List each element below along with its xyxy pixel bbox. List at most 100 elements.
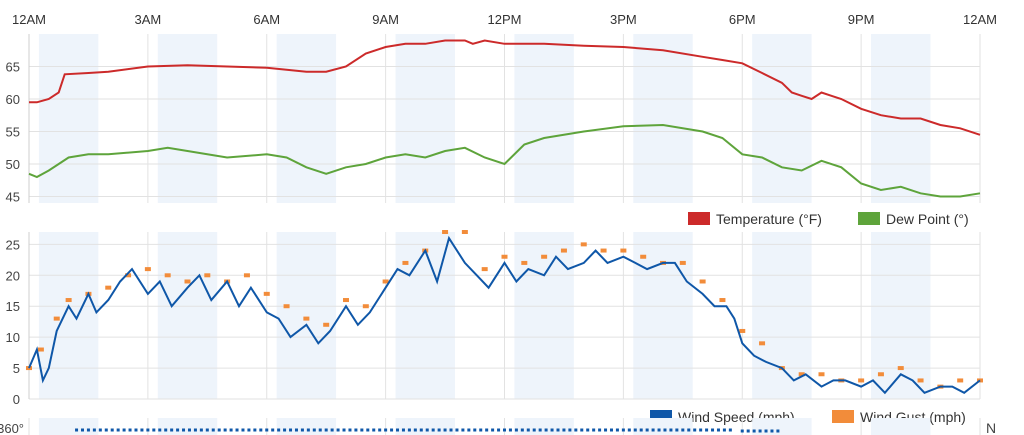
wind-direction-marker	[663, 428, 667, 432]
wind-direction-marker	[425, 428, 429, 432]
wind-direction-marker	[360, 428, 364, 432]
y-tick-label: 20	[6, 268, 20, 283]
wind-direction-marker	[324, 428, 328, 432]
wind-direction-marker	[651, 428, 655, 432]
wind-gust-marker	[125, 273, 132, 278]
wind-direction-marker	[467, 428, 471, 432]
wind-direction-marker	[657, 428, 661, 432]
wind-direction-marker	[401, 428, 405, 432]
wind-direction-marker	[461, 428, 465, 432]
wind-direction-marker	[687, 428, 691, 432]
wind-direction-marker	[532, 428, 536, 432]
wind-direction-marker	[247, 428, 251, 432]
time-band	[514, 232, 574, 399]
wind-direction-marker	[390, 428, 394, 432]
wind-gust-marker	[461, 230, 468, 234]
wind-direction-marker	[205, 428, 209, 432]
wind-gust-marker	[501, 254, 508, 259]
wind-direction-marker	[312, 428, 316, 432]
wind-gust-marker	[362, 304, 369, 309]
time-axis-label: 9PM	[848, 12, 875, 27]
wind-gust-marker	[184, 279, 191, 284]
time-band	[157, 34, 218, 203]
wind-direction-marker	[722, 428, 726, 432]
wind-panel: 0 5 10 15 20 25	[6, 230, 983, 407]
wind-direction-marker	[116, 428, 120, 432]
wind-direction-marker	[598, 428, 602, 432]
time-band	[395, 418, 455, 435]
wind-direction-marker	[140, 428, 144, 432]
y-tick-label: 55	[6, 125, 20, 140]
wind-direction-marker	[491, 428, 495, 432]
time-axis-label: 3AM	[135, 12, 162, 27]
wind-gust-marker	[917, 378, 924, 383]
wind-direction-marker	[164, 428, 168, 432]
time-band	[633, 34, 693, 203]
wind-direction-marker	[110, 428, 114, 432]
wind-direction-marker	[669, 428, 673, 432]
wind-direction-marker	[122, 428, 126, 432]
wind-direction-marker	[503, 428, 506, 432]
wind-direction-marker	[746, 429, 750, 433]
wind-direction-marker	[211, 428, 215, 432]
time-band	[276, 232, 337, 399]
time-axis-label: 12PM	[488, 12, 522, 27]
time-band	[514, 34, 574, 203]
wind-gust-marker	[541, 254, 548, 259]
wind-gust-marker	[818, 372, 825, 377]
wind-gust-marker	[105, 285, 112, 290]
wind-gust-marker	[858, 378, 865, 383]
wind-direction-marker	[104, 428, 108, 432]
wind-direction-marker	[378, 428, 382, 432]
wind-gust-marker	[521, 260, 528, 265]
wind-gust-marker	[580, 242, 587, 247]
time-band	[276, 418, 337, 435]
wind-gust-marker	[164, 273, 171, 278]
wind-direction-marker	[98, 428, 102, 432]
wind-direction-marker	[455, 428, 459, 432]
wind-direction-marker	[681, 428, 685, 432]
wind-gust-marker	[263, 291, 270, 296]
wind-direction-marker	[366, 428, 370, 432]
time-axis-label: 3PM	[610, 12, 637, 27]
y-tick-label: 50	[6, 157, 20, 172]
wind-direction-marker	[633, 428, 637, 432]
wind-gust-marker	[759, 341, 766, 346]
wind-direction-marker	[241, 428, 245, 432]
wind-direction-marker	[146, 428, 150, 432]
wind-direction-marker	[538, 428, 542, 432]
wind-direction-marker	[277, 428, 281, 432]
wind-direction-marker	[75, 428, 79, 432]
wind-direction-marker	[705, 428, 709, 432]
wind-direction-marker	[437, 428, 441, 432]
wind-direction-marker	[473, 428, 477, 432]
wind-gust-marker	[877, 372, 884, 377]
wind-direction-marker	[544, 428, 548, 432]
wind-direction-marker	[627, 428, 631, 432]
wind-direction-marker	[556, 428, 560, 432]
wind-gust-marker	[442, 230, 449, 234]
time-band	[395, 34, 455, 203]
wind-gust-marker	[144, 267, 151, 272]
wind-gust-marker	[243, 273, 250, 278]
wind-direction-marker	[764, 429, 768, 433]
wind-direction-marker	[318, 428, 322, 432]
temperature-dewpoint-panel: 45 50 55 60 65	[6, 34, 981, 205]
wind-direction-marker	[229, 428, 233, 432]
wind-direction-marker	[419, 428, 423, 432]
time-band	[38, 34, 99, 203]
wind-gust-marker	[897, 366, 904, 371]
wind-gust-marker	[204, 273, 211, 278]
wind-direction-marker	[217, 428, 221, 432]
y-tick-label: 0	[13, 392, 20, 407]
time-axis-label: 12AM	[12, 12, 46, 27]
time-band	[276, 34, 337, 203]
wind-direction-marker	[330, 428, 334, 432]
time-band	[514, 418, 574, 435]
wind-direction-marker	[443, 428, 447, 432]
wind-direction-marker	[520, 428, 524, 432]
wind-direction-marker	[223, 428, 227, 432]
wind-direction-marker	[289, 428, 293, 432]
wind-gust-marker	[283, 304, 290, 309]
